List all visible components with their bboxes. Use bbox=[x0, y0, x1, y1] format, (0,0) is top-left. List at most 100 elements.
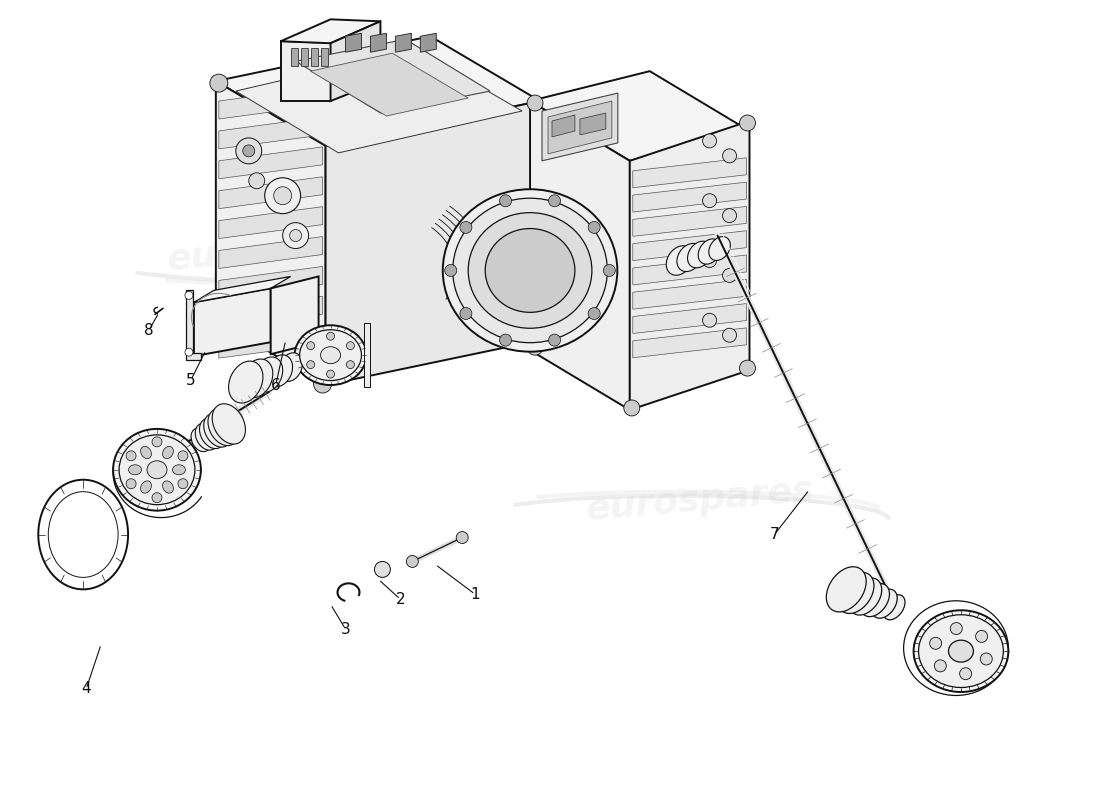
Circle shape bbox=[980, 653, 992, 665]
Circle shape bbox=[346, 342, 354, 350]
Ellipse shape bbox=[469, 213, 592, 328]
Polygon shape bbox=[632, 279, 747, 309]
Polygon shape bbox=[219, 326, 322, 358]
Polygon shape bbox=[632, 158, 747, 188]
Circle shape bbox=[126, 451, 136, 461]
Circle shape bbox=[152, 493, 162, 502]
Circle shape bbox=[210, 74, 228, 92]
Circle shape bbox=[930, 638, 942, 650]
Circle shape bbox=[185, 291, 192, 299]
Polygon shape bbox=[219, 117, 322, 149]
Circle shape bbox=[499, 195, 512, 206]
Ellipse shape bbox=[254, 357, 283, 392]
Circle shape bbox=[703, 314, 716, 327]
Polygon shape bbox=[296, 39, 491, 113]
Circle shape bbox=[588, 222, 601, 234]
Circle shape bbox=[934, 660, 946, 672]
Circle shape bbox=[327, 370, 334, 378]
Polygon shape bbox=[219, 296, 322, 328]
Circle shape bbox=[624, 400, 640, 416]
Circle shape bbox=[235, 138, 262, 164]
Polygon shape bbox=[632, 328, 747, 358]
Ellipse shape bbox=[229, 361, 263, 403]
Polygon shape bbox=[542, 93, 618, 161]
Circle shape bbox=[444, 265, 456, 277]
Ellipse shape bbox=[212, 404, 245, 444]
Circle shape bbox=[456, 531, 469, 543]
Circle shape bbox=[374, 562, 390, 578]
Ellipse shape bbox=[147, 461, 167, 478]
Circle shape bbox=[959, 668, 971, 680]
Circle shape bbox=[723, 269, 737, 282]
Ellipse shape bbox=[163, 481, 174, 493]
Polygon shape bbox=[271, 277, 319, 354]
Ellipse shape bbox=[860, 583, 890, 617]
Circle shape bbox=[265, 178, 300, 214]
Circle shape bbox=[249, 173, 265, 189]
Ellipse shape bbox=[129, 465, 142, 474]
Circle shape bbox=[274, 186, 292, 205]
Circle shape bbox=[243, 145, 255, 157]
Polygon shape bbox=[530, 71, 749, 161]
Circle shape bbox=[126, 478, 136, 489]
Ellipse shape bbox=[196, 423, 218, 450]
Circle shape bbox=[152, 437, 162, 447]
Ellipse shape bbox=[266, 355, 293, 387]
Polygon shape bbox=[630, 121, 749, 410]
Circle shape bbox=[976, 630, 988, 642]
Circle shape bbox=[406, 555, 418, 567]
Ellipse shape bbox=[299, 330, 362, 381]
Polygon shape bbox=[219, 87, 322, 119]
Circle shape bbox=[314, 375, 331, 393]
Polygon shape bbox=[216, 36, 540, 146]
Ellipse shape bbox=[948, 640, 974, 662]
Ellipse shape bbox=[113, 429, 201, 510]
Polygon shape bbox=[530, 101, 630, 410]
Circle shape bbox=[289, 230, 301, 242]
Polygon shape bbox=[331, 22, 381, 101]
Polygon shape bbox=[548, 101, 612, 154]
Circle shape bbox=[703, 194, 716, 208]
Polygon shape bbox=[632, 303, 747, 334]
Ellipse shape bbox=[872, 589, 898, 618]
Ellipse shape bbox=[119, 435, 195, 505]
Polygon shape bbox=[345, 34, 362, 52]
Circle shape bbox=[723, 209, 737, 222]
Polygon shape bbox=[371, 34, 386, 52]
Circle shape bbox=[460, 222, 472, 234]
Circle shape bbox=[178, 478, 188, 489]
Polygon shape bbox=[216, 81, 326, 385]
Circle shape bbox=[739, 360, 756, 376]
Circle shape bbox=[950, 622, 962, 634]
Ellipse shape bbox=[208, 409, 239, 446]
Text: 5: 5 bbox=[186, 373, 196, 387]
Circle shape bbox=[307, 342, 315, 350]
Circle shape bbox=[210, 310, 228, 327]
Text: 4: 4 bbox=[81, 682, 91, 697]
Ellipse shape bbox=[163, 446, 174, 458]
Polygon shape bbox=[364, 323, 371, 387]
Circle shape bbox=[723, 328, 737, 342]
Circle shape bbox=[307, 361, 315, 369]
Circle shape bbox=[327, 332, 334, 340]
Polygon shape bbox=[632, 230, 747, 261]
Polygon shape bbox=[420, 34, 437, 52]
Polygon shape bbox=[632, 255, 747, 285]
Text: 6: 6 bbox=[271, 378, 281, 393]
Ellipse shape bbox=[191, 428, 211, 452]
Polygon shape bbox=[194, 277, 290, 302]
Circle shape bbox=[549, 195, 561, 206]
Ellipse shape bbox=[141, 481, 152, 493]
Circle shape bbox=[178, 451, 188, 461]
Polygon shape bbox=[552, 115, 575, 137]
Ellipse shape bbox=[688, 241, 712, 268]
Ellipse shape bbox=[199, 418, 224, 449]
Circle shape bbox=[346, 361, 354, 369]
Polygon shape bbox=[632, 206, 747, 236]
Polygon shape bbox=[290, 48, 298, 66]
Text: 2: 2 bbox=[396, 592, 405, 607]
Polygon shape bbox=[186, 353, 201, 360]
Ellipse shape bbox=[173, 465, 186, 474]
Polygon shape bbox=[320, 48, 328, 66]
Circle shape bbox=[703, 134, 716, 148]
